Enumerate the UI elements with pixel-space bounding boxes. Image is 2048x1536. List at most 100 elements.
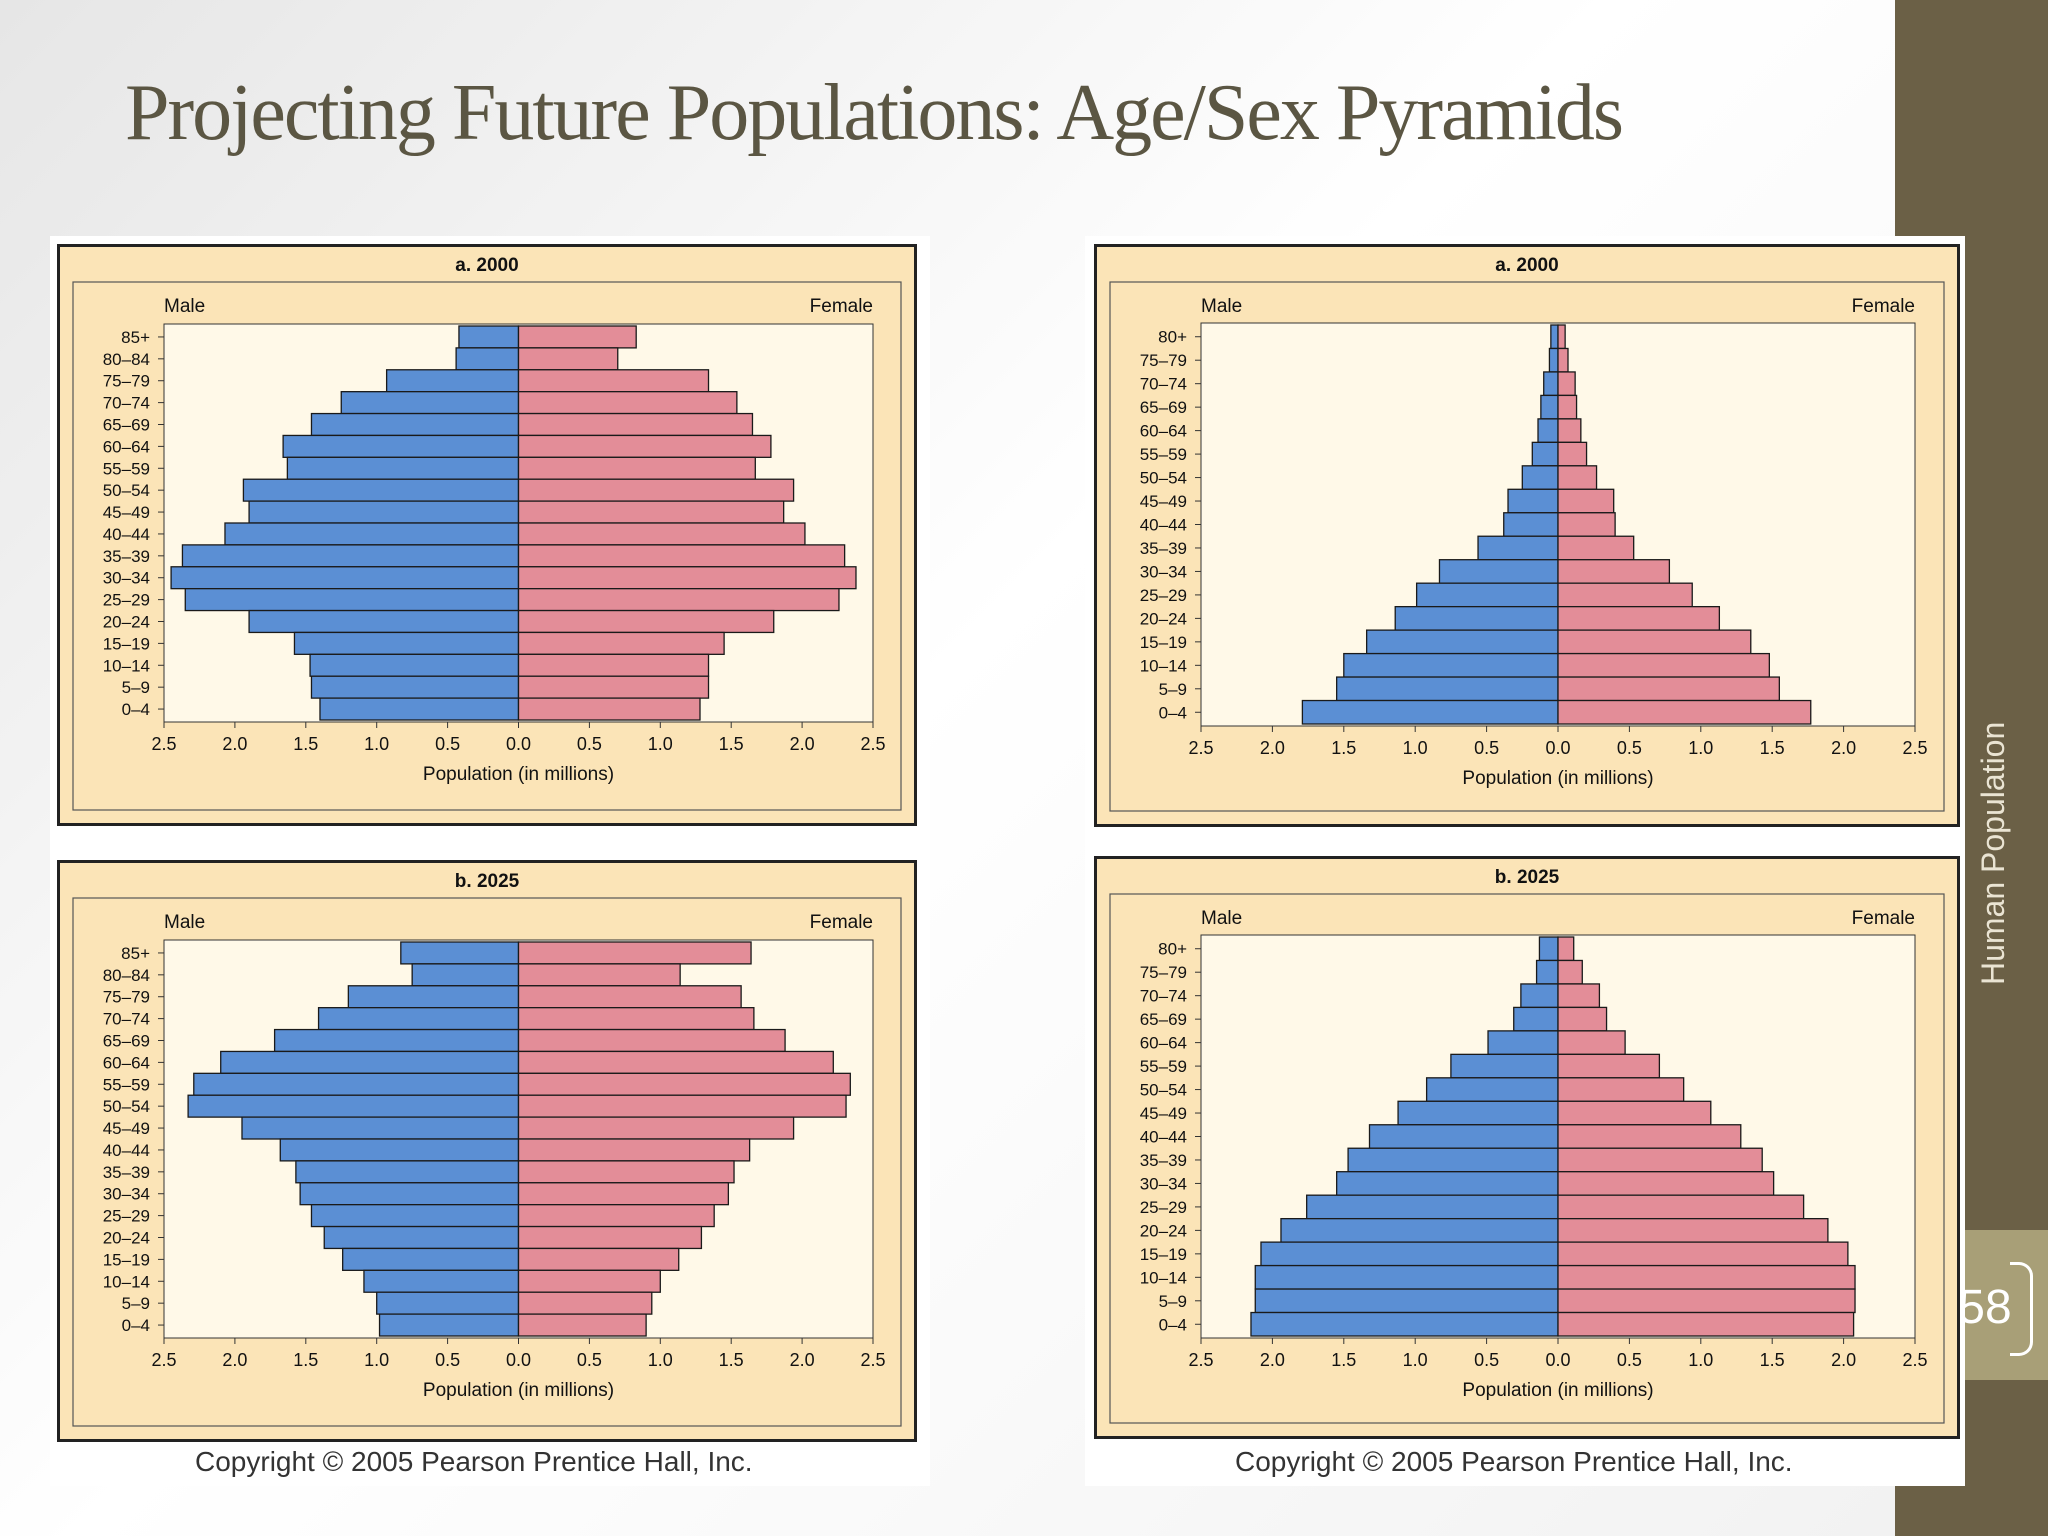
bar-male: [1487, 1030, 1559, 1056]
bar-female: [517, 434, 772, 458]
chart-title: b. 2025: [1495, 867, 1560, 888]
bar-male: [342, 1247, 520, 1271]
age-group-label: 40–44: [103, 1141, 150, 1160]
bar-male: [1550, 324, 1559, 350]
bar-female: [517, 1138, 751, 1162]
bar-female: [517, 456, 756, 480]
x-tick-label: 0.0: [506, 1350, 531, 1370]
age-group-label: 50–54: [103, 481, 150, 500]
bar-male: [1365, 629, 1559, 655]
bar-male: [1531, 441, 1559, 467]
x-tick-label: 2.5: [1188, 738, 1213, 758]
x-tick-label: 2.5: [1188, 1350, 1213, 1370]
x-tick-label: 2.0: [1831, 1350, 1856, 1370]
age-group-label: 15–19: [103, 1250, 150, 1269]
age-group-label: 65–69: [103, 416, 150, 435]
bar-female: [517, 588, 840, 612]
age-group-label: 5–9: [1159, 1292, 1187, 1311]
pyramid-chart-a-2000-left: a. 2000 Male Female 85+ 80–84 75–79 70–74 65–69…: [57, 244, 917, 826]
age-group-label: 0–4: [1159, 703, 1187, 722]
bar-female: [1557, 1217, 1829, 1243]
bar-female: [517, 1094, 847, 1118]
bar-female: [1557, 959, 1583, 985]
bar-male: [319, 697, 520, 721]
bar-male: [1520, 983, 1559, 1009]
age-group-label: 25–29: [1140, 586, 1187, 605]
female-label: Female: [810, 912, 873, 933]
x-tick-label: 0.5: [1474, 738, 1499, 758]
age-group-label: 40–44: [1140, 1128, 1187, 1147]
bar-female: [1557, 582, 1693, 608]
age-group-label: 80+: [1158, 328, 1187, 347]
x-tick-label: 0.0: [506, 734, 531, 754]
bar-female: [517, 1247, 680, 1271]
copyright-right: Copyright © 2005 Pearson Prentice Hall, …: [1235, 1446, 1793, 1477]
x-tick-label: 1.0: [648, 734, 673, 754]
age-group-label: 40–44: [1140, 516, 1187, 535]
age-group-label: 25–29: [103, 1207, 150, 1226]
chart-inner-border: [1109, 281, 1945, 812]
bar-male: [1538, 936, 1559, 962]
age-group-label: 65–69: [1140, 398, 1187, 417]
age-group-label: 5–9: [122, 678, 150, 697]
age-group-label: 60–64: [103, 1053, 150, 1072]
x-tick-label: 0.5: [435, 1350, 460, 1370]
age-group-label: 70–74: [1140, 987, 1187, 1006]
bar-female: [517, 609, 775, 634]
bar-female: [517, 1028, 786, 1053]
bar-male: [242, 478, 520, 502]
bar-female: [517, 1291, 653, 1315]
bar-male: [1415, 582, 1559, 608]
age-group-label: 50–54: [103, 1097, 150, 1116]
age-group-label: 15–19: [1140, 633, 1187, 652]
bar-male: [340, 391, 520, 415]
bar-female: [1557, 629, 1752, 655]
age-group-label: 20–24: [1140, 1221, 1187, 1240]
bar-male: [295, 1160, 520, 1184]
bar-female: [1557, 1264, 1856, 1290]
bar-male: [1254, 1288, 1559, 1314]
age-group-label: 10–14: [103, 656, 150, 675]
page-number-box: [1965, 1230, 2048, 1380]
bar-male: [310, 675, 520, 699]
x-tick-label: 1.5: [293, 734, 318, 754]
age-group-label: 50–54: [1140, 1081, 1187, 1100]
bar-female: [517, 1313, 647, 1337]
age-group-label: 45–49: [1140, 492, 1187, 511]
x-tick-label: 1.5: [1760, 738, 1785, 758]
bar-female: [1557, 559, 1671, 584]
age-group-label: 75–79: [103, 372, 150, 391]
bar-male: [347, 985, 520, 1009]
bar-female: [517, 522, 806, 546]
bar-female: [1557, 441, 1588, 467]
bar-male: [1301, 699, 1559, 725]
female-label: Female: [1852, 296, 1915, 317]
bar-male: [363, 1269, 520, 1293]
bar-female: [1557, 1241, 1849, 1267]
age-group-label: 60–64: [103, 437, 150, 456]
bar-female: [1557, 605, 1721, 631]
bar-male: [279, 1138, 520, 1162]
bar-male: [1394, 605, 1559, 631]
age-group-label: 10–14: [1140, 1268, 1187, 1287]
bar-female: [1557, 324, 1566, 350]
bar-male: [317, 1007, 520, 1031]
bar-male: [282, 434, 520, 458]
age-group-label: 45–49: [1140, 1104, 1187, 1123]
x-tick-label: 2.0: [1260, 1350, 1285, 1370]
x-tick-label: 0.0: [1545, 738, 1570, 758]
chart-inner-border: [72, 281, 902, 811]
copyright-left: Copyright © 2005 Pearson Prentice Hall, …: [195, 1446, 753, 1477]
page-bracket-right: [2010, 1262, 2033, 1356]
bar-male: [1535, 959, 1559, 985]
age-group-label: 0–4: [1159, 1315, 1187, 1334]
bar-male: [181, 544, 520, 568]
bar-female: [1557, 936, 1575, 962]
age-group-label: 35–39: [1140, 539, 1187, 558]
bar-male: [241, 1116, 520, 1140]
bar-male: [1548, 347, 1559, 373]
bar-female: [517, 412, 754, 437]
bar-female: [517, 1116, 795, 1140]
bar-male: [1343, 652, 1559, 678]
age-group-label: 15–19: [103, 634, 150, 653]
